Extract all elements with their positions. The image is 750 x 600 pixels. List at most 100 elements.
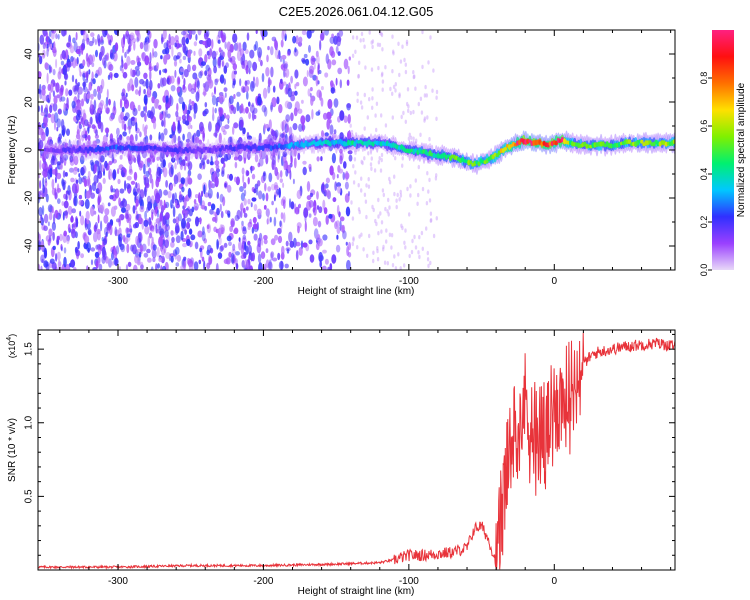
heatmap-cell xyxy=(178,156,183,166)
heatmap-cell xyxy=(176,102,179,112)
heatmap-cell xyxy=(423,93,427,98)
heatmap-cell xyxy=(198,71,203,79)
heatmap-cell xyxy=(327,98,333,110)
figure-title: C2E5.2026.061.04.12.G05 xyxy=(279,4,434,19)
heatmap-cell xyxy=(233,122,239,129)
heatmap-cell xyxy=(40,104,44,114)
heatmap-cell xyxy=(358,60,361,65)
heatmap-cell xyxy=(435,89,439,95)
heatmap-cell xyxy=(92,267,98,270)
heatmap-cell xyxy=(152,47,154,59)
heatmap-cell xyxy=(363,192,367,197)
heatmap-cell xyxy=(86,93,91,100)
heatmap-cell xyxy=(221,34,226,43)
heatmap-cell xyxy=(161,33,164,45)
heatmap-cell xyxy=(97,92,102,101)
heatmap-cell xyxy=(381,47,384,52)
heatmap-cell xyxy=(105,166,108,171)
heatmap-cell xyxy=(128,86,132,91)
heatmap-cell xyxy=(143,72,148,80)
heatmap-cell xyxy=(63,102,66,112)
heatmap-cell xyxy=(336,36,341,47)
heatmap-cell xyxy=(159,212,163,222)
heatmap-cell xyxy=(360,176,363,181)
heatmap-cell xyxy=(279,220,282,227)
heatmap-cell xyxy=(190,88,196,94)
heatmap-cell xyxy=(364,199,368,204)
heatmap-cell xyxy=(425,93,428,98)
heatmap-cell xyxy=(360,105,364,110)
heatmap-cell xyxy=(307,88,311,97)
heatmap-cell xyxy=(61,201,65,206)
heatmap-cell xyxy=(62,127,66,135)
heatmap-cell xyxy=(280,121,285,131)
heatmap-cell xyxy=(228,241,232,246)
heatmap-cell xyxy=(345,206,351,217)
heatmap-cell xyxy=(163,42,169,50)
heatmap-cell xyxy=(108,64,114,71)
heatmap-cell xyxy=(260,237,264,246)
heatmap-cell xyxy=(270,251,275,259)
heatmap-cell xyxy=(193,261,199,270)
heatmap-ridge-cell xyxy=(222,147,226,151)
heatmap-cell xyxy=(310,96,314,106)
heatmap-cell xyxy=(248,68,251,75)
heatmap-cell xyxy=(38,139,44,150)
heatmap-cell xyxy=(106,107,110,115)
heatmap-cell xyxy=(65,263,71,270)
heatmap-cell xyxy=(241,60,245,66)
heatmap-cell xyxy=(277,154,280,163)
heatmap-cell xyxy=(258,262,263,270)
heatmap-cell xyxy=(171,135,174,145)
heatmap-cell xyxy=(77,241,80,250)
heatmap-cell xyxy=(199,247,203,253)
heatmap-cell xyxy=(120,92,125,97)
heatmap-cell xyxy=(391,115,394,120)
heatmap-cell xyxy=(401,163,404,168)
heatmap-cell xyxy=(290,112,294,122)
heatmap-cell xyxy=(277,252,281,261)
heatmap-cell xyxy=(76,56,79,65)
heatmap-cell xyxy=(79,210,82,217)
colorbar-tick-label: 0.6 xyxy=(699,120,709,133)
heatmap-cell xyxy=(187,173,191,185)
heatmap-cell xyxy=(49,43,53,49)
heatmap-cell xyxy=(151,96,156,104)
heatmap-cell xyxy=(213,132,218,137)
heatmap-cell xyxy=(54,120,56,131)
heatmap-cell xyxy=(56,161,61,166)
heatmap-cell xyxy=(38,190,44,195)
heatmap-cell xyxy=(306,30,312,39)
heatmap-cell xyxy=(380,113,383,118)
heatmap-cell xyxy=(67,205,73,215)
heatmap-cell xyxy=(380,229,383,234)
heatmap-cell xyxy=(65,88,69,97)
heatmap-cell xyxy=(316,156,320,162)
heatmap-cell xyxy=(372,250,375,255)
snr-x-tick-label: -300 xyxy=(108,576,128,587)
heatmap-cell xyxy=(56,187,62,193)
heatmap-cell xyxy=(388,205,391,210)
heatmap-cell xyxy=(59,153,64,164)
heatmap-cell xyxy=(365,214,368,220)
heatmap-cell xyxy=(225,209,229,214)
heatmap-cell xyxy=(173,174,179,185)
heatmap-cell xyxy=(66,236,70,245)
heatmap-cell xyxy=(236,101,240,112)
heatmap-cell xyxy=(67,223,71,232)
heatmap-cell xyxy=(181,36,186,46)
heatmap-cell xyxy=(178,96,184,105)
heatmap-cell xyxy=(100,220,103,232)
heatmap-cell xyxy=(280,133,285,139)
heatmap-cell xyxy=(206,244,212,254)
heatmap-cell xyxy=(369,162,373,167)
heatmap-cell xyxy=(133,264,138,270)
heatmap-cell xyxy=(397,41,400,46)
heatmap-cell xyxy=(194,81,197,93)
heatmap-cell xyxy=(368,233,371,239)
heatmap-cell xyxy=(392,84,396,90)
heatmap-cell xyxy=(186,217,192,223)
heatmap-cell xyxy=(217,240,219,249)
heatmap-cell xyxy=(242,228,247,235)
heatmap-cell xyxy=(97,244,102,255)
